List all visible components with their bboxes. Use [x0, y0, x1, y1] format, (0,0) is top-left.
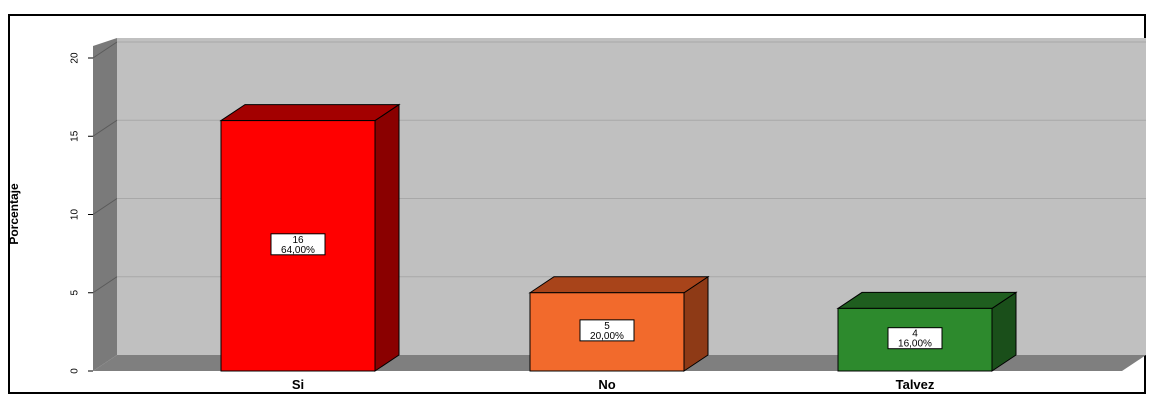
gridline-slant — [92, 41, 118, 59]
bar-top — [836, 291, 1018, 309]
left-wall — [93, 38, 117, 371]
bar-top — [528, 276, 710, 294]
y-axis: 0 5 10 15 20 — [70, 52, 93, 374]
value-label-box — [270, 233, 326, 256]
y-tick-label: 5 — [70, 290, 81, 296]
x-axis: Si No Talvez — [292, 377, 935, 392]
gridline-slant — [92, 119, 118, 137]
x-tick-label: No — [598, 377, 615, 392]
bar-top — [219, 104, 401, 122]
value-label-box — [887, 327, 943, 350]
bar-no: 5 20,00% — [528, 275, 710, 372]
y-tick-label: 15 — [70, 130, 81, 142]
y-tick-label: 20 — [70, 52, 81, 64]
x-tick-label: Talvez — [896, 377, 935, 392]
gridline-slant — [92, 198, 118, 215]
gridline-slant — [92, 276, 118, 294]
value-label: 16 64,00% — [281, 235, 315, 256]
bar-side — [374, 103, 400, 372]
bars: 16 64,00% 5 20,00% 4 16,00% — [219, 103, 1018, 372]
x-tick-label: Si — [292, 377, 304, 392]
value-label: 5 20,00% — [590, 321, 624, 342]
y-axis-title: Porcentaje — [7, 183, 21, 245]
y-tick-label: 10 — [70, 209, 81, 221]
bar-si: 16 64,00% — [219, 103, 401, 372]
y-tick-label: 0 — [70, 368, 81, 374]
value-label: 4 16,00% — [898, 329, 932, 350]
bar-talvez: 4 16,00% — [836, 291, 1018, 372]
value-label-box — [579, 319, 635, 342]
